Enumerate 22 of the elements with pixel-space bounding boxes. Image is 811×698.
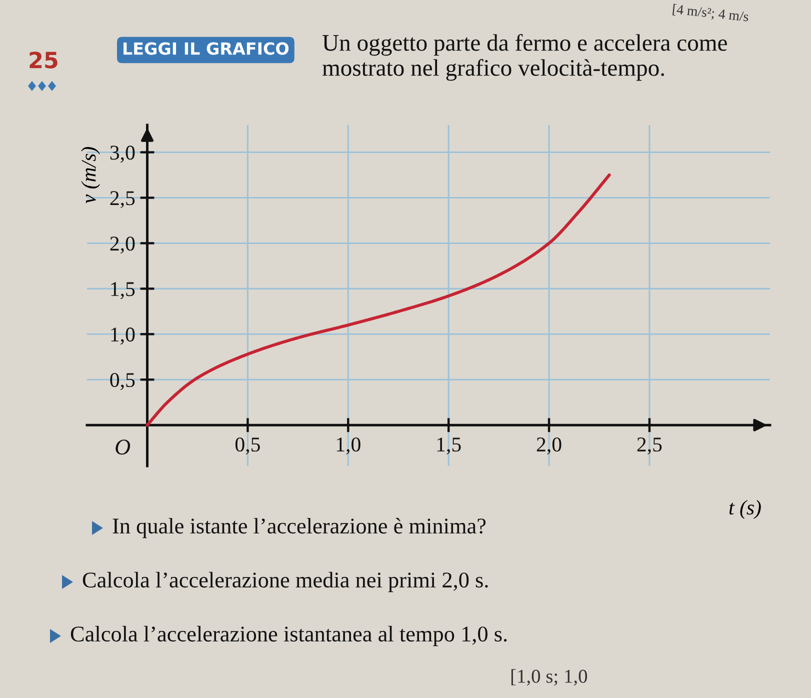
y-tick-label: 2,5 [110,191,135,208]
text: Calcola l’accelerazione istantanea al tempo 1,0 s. [70,626,507,646]
annotation: O [116,440,130,455]
text: 25 [30,52,58,68]
x-tick-label: 1,5 [437,438,461,455]
x-tick-label: 2,5 [637,438,662,455]
y-tick-label: 0,5 [110,372,135,390]
text: [1,0 s; 1,0 [511,669,588,686]
y-axis-title: v (m/s) [81,147,100,204]
x-tick-label: 0,5 [235,437,260,455]
x-tick-label: 1,0 [336,437,360,455]
y-tick-label: 1,0 [111,328,135,345]
text: [4 m/s²; 4 m/s [672,4,749,24]
x-tick-label: 2,0 [536,437,562,455]
text: Calcola l’accelerazione media nei primi 2,0 s. [82,572,488,592]
y-tick-label: 1,5 [111,282,135,300]
text: In quale istante l’accelerazione è minima? [112,518,486,538]
text: LEGGI IL GRAFICO [124,42,289,55]
y-tick-label: 2,0 [110,236,135,254]
chart-title: Un oggetto parte da fermo e accelera come mostrato nel grafico velocità-tempo. [322,34,727,81]
x-axis-title: t (s) [729,500,761,519]
y-tick-label: 3,0 [110,146,135,163]
